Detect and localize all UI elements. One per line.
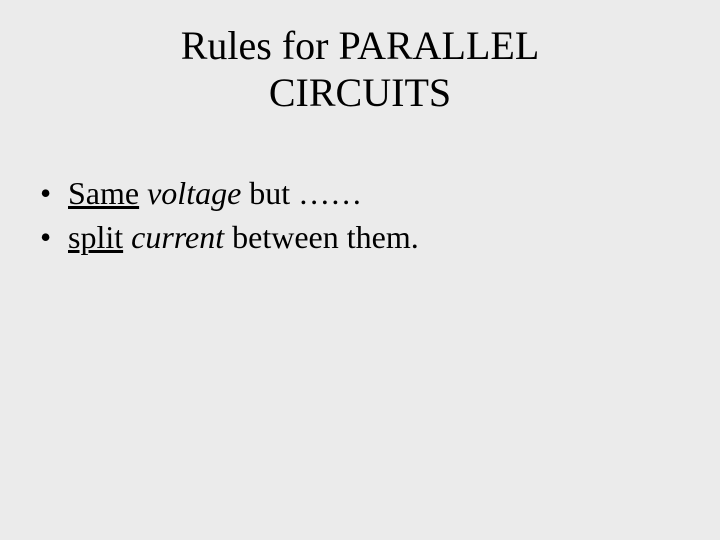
title-line-1: Rules for PARALLEL [181, 23, 540, 68]
text-plain [123, 219, 131, 255]
title-line-2: CIRCUITS [269, 70, 451, 115]
text-plain: but …… [241, 175, 362, 211]
list-item: split current between them. [40, 216, 720, 259]
slide: Rules for PARALLEL CIRCUITS Same voltage… [0, 0, 720, 540]
text-underline: Same [68, 175, 139, 211]
text-italic: current [131, 219, 224, 255]
list-item: Same voltage but …… [40, 172, 720, 215]
slide-title: Rules for PARALLEL CIRCUITS [60, 22, 660, 116]
slide-body: Same voltage but …… split current betwee… [0, 172, 720, 258]
text-plain: between them. [224, 219, 419, 255]
bullet-list: Same voltage but …… split current betwee… [40, 172, 720, 258]
text-plain [139, 175, 147, 211]
text-italic: voltage [147, 175, 241, 211]
text-underline: split [68, 219, 123, 255]
